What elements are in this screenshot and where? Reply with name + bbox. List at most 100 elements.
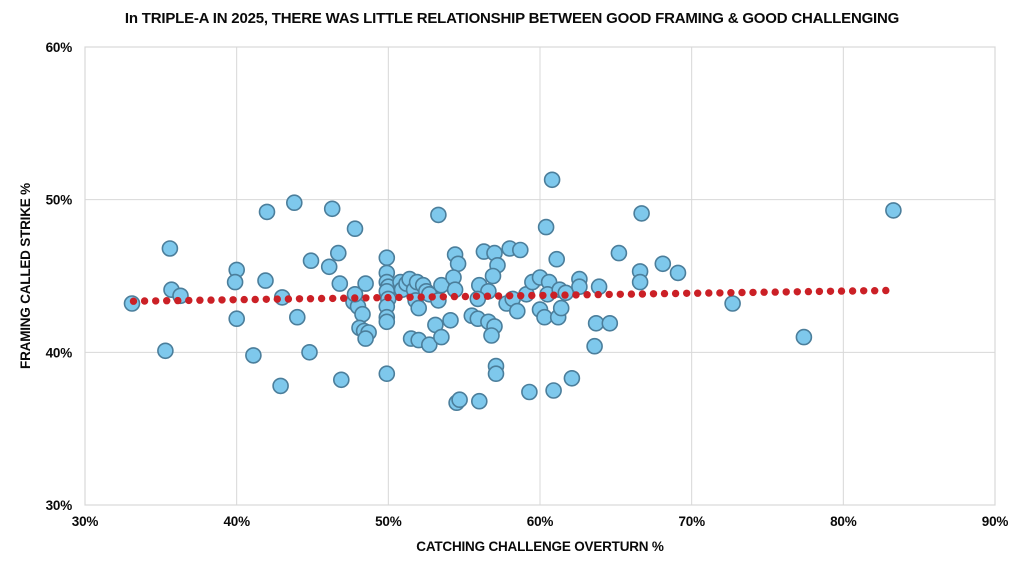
scatter-point bbox=[543, 171, 561, 189]
trend-line-dot bbox=[671, 289, 680, 298]
trend-line-dot bbox=[605, 290, 613, 299]
trend-line-dot bbox=[417, 293, 425, 301]
trend-line-dot bbox=[196, 296, 204, 304]
scatter-point bbox=[586, 337, 603, 355]
trend-line-dot bbox=[185, 296, 193, 305]
scatter-point bbox=[346, 220, 364, 237]
scatter-point bbox=[669, 264, 687, 282]
trend-line-dot bbox=[163, 297, 171, 305]
trend-line-dot bbox=[340, 294, 348, 302]
scatter-point bbox=[563, 369, 581, 387]
x-tick-label: 50% bbox=[375, 514, 402, 529]
x-tick-label: 70% bbox=[678, 514, 705, 529]
trend-line-dot bbox=[528, 291, 536, 300]
x-tick-label: 80% bbox=[830, 514, 857, 529]
scatter-point bbox=[302, 252, 320, 270]
trend-line-dot bbox=[174, 296, 182, 305]
trend-line-dot bbox=[317, 294, 326, 303]
trend-line-dot bbox=[494, 292, 503, 300]
trend-line-dot bbox=[649, 290, 658, 298]
trend-line-dot bbox=[395, 293, 403, 302]
trend-line-dot bbox=[218, 296, 226, 304]
scatter-point bbox=[724, 295, 741, 312]
trend-line-dot bbox=[306, 295, 315, 303]
scatter-point bbox=[357, 330, 374, 347]
trend-line-dot bbox=[749, 288, 757, 297]
x-tick-label: 90% bbox=[982, 514, 1009, 529]
trend-line-dot bbox=[240, 295, 248, 304]
scatter-point bbox=[272, 377, 289, 395]
scatter-point bbox=[451, 391, 468, 409]
trend-line-dot bbox=[428, 293, 436, 301]
trend-line-dot bbox=[373, 294, 381, 302]
trend-line-dot bbox=[550, 291, 558, 299]
x-tick-label: 30% bbox=[72, 514, 99, 529]
scatter-point bbox=[484, 267, 502, 285]
trend-line-dot bbox=[295, 295, 304, 303]
trend-line-dot bbox=[384, 293, 392, 302]
scatter-point bbox=[483, 327, 500, 344]
scatter-point bbox=[633, 205, 650, 222]
trend-line-dot bbox=[229, 296, 237, 304]
trend-line-dot bbox=[860, 287, 868, 295]
scatter-point bbox=[323, 200, 341, 218]
trend-line-dot bbox=[760, 288, 768, 296]
trend-line-dot bbox=[539, 291, 547, 300]
scatter-point bbox=[378, 249, 396, 267]
trend-line-dot bbox=[461, 292, 470, 301]
scatter-point bbox=[508, 302, 526, 320]
trend-line-dot bbox=[882, 286, 890, 295]
trend-line-dot bbox=[627, 290, 636, 298]
trend-line-dot bbox=[439, 293, 447, 301]
trend-line-dot bbox=[594, 290, 602, 299]
scatter-point bbox=[545, 382, 562, 399]
scatter-point bbox=[631, 273, 649, 291]
scatter-point bbox=[885, 202, 902, 219]
trend-line-dot bbox=[517, 292, 525, 300]
scatter-point bbox=[258, 203, 276, 221]
scatter-point bbox=[288, 308, 306, 326]
scatter-point bbox=[442, 311, 459, 329]
trend-line-dot bbox=[351, 294, 359, 302]
trend-line-dot bbox=[329, 294, 337, 303]
trend-line-dot bbox=[140, 297, 149, 305]
scatter-point bbox=[470, 392, 488, 410]
y-tick-label: 60% bbox=[46, 40, 73, 55]
trend-line-dot bbox=[273, 295, 281, 303]
trend-line-dot bbox=[251, 295, 259, 304]
trend-line-dot bbox=[815, 287, 824, 296]
scatter-point bbox=[354, 305, 371, 323]
scatter-point bbox=[161, 240, 179, 257]
scatter-point bbox=[226, 273, 244, 291]
scatter-point bbox=[228, 310, 245, 328]
trend-line-dot bbox=[848, 287, 857, 295]
scatter-point bbox=[654, 255, 672, 273]
trend-line-dot bbox=[472, 292, 481, 300]
trend-line-dot bbox=[804, 287, 813, 296]
trend-line-dot bbox=[207, 296, 215, 304]
x-axis-title: CATCHING CHALLENGE OVERTURN % bbox=[416, 539, 664, 554]
y-tick-label: 50% bbox=[46, 193, 73, 208]
scatter-point bbox=[610, 244, 628, 262]
trend-line-dot bbox=[660, 289, 669, 298]
trend-line-dot bbox=[583, 291, 591, 299]
chart-title: In TRIPLE-A IN 2025, THERE WAS LITTLE RE… bbox=[124, 10, 900, 27]
scatter-point bbox=[433, 328, 450, 346]
trend-line-dot bbox=[837, 287, 846, 295]
scatter-point bbox=[257, 272, 274, 289]
scatter-point bbox=[285, 194, 303, 211]
trend-line-dot bbox=[638, 290, 647, 298]
trend-line-dot bbox=[705, 289, 713, 297]
scatter-point bbox=[157, 342, 174, 360]
trend-line-dot bbox=[572, 291, 580, 299]
scatter-point bbox=[521, 383, 538, 401]
trend-line-dot bbox=[738, 288, 746, 297]
scatter-point bbox=[320, 258, 338, 276]
scatter-point bbox=[378, 313, 396, 331]
trend-line-dot bbox=[362, 294, 370, 302]
y-tick-label: 30% bbox=[46, 498, 73, 513]
scatter-point bbox=[430, 206, 447, 224]
trend-line-dot bbox=[716, 289, 724, 297]
